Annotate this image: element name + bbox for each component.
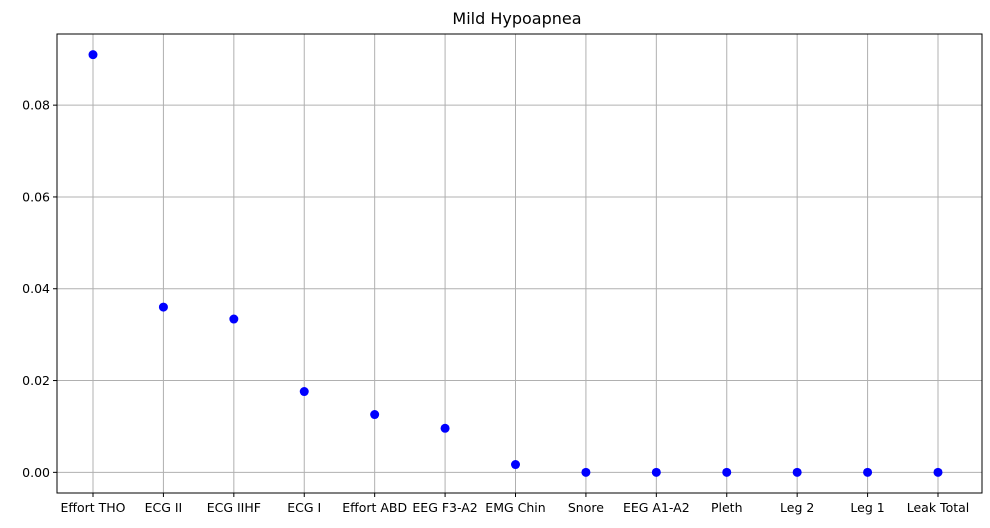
data-point [158,302,168,312]
grid [57,34,982,493]
data-point [229,314,239,324]
x-tick-label: ECG II [145,500,183,515]
data-point [722,467,732,477]
x-tick-label: EEG F3-A2 [412,500,477,515]
x-tick-label: ECG IIHF [207,500,261,515]
data-point [933,467,943,477]
data-points [88,50,943,477]
x-tick-label: EEG A1-A2 [623,500,690,515]
data-point [370,410,380,420]
x-tick-label: Pleth [711,500,743,515]
x-tick-label: Effort ABD [342,500,407,515]
data-point [581,467,591,477]
x-tick-label: ECG I [287,500,321,515]
data-point [440,423,450,433]
data-point [651,467,661,477]
data-point [88,50,98,60]
plot-frame [56,33,983,494]
y-tick-label: 0.08 [22,98,50,113]
x-tick-label: EMG Chin [485,500,545,515]
x-tick-label: Effort THO [60,500,125,515]
y-tick-label: 0.04 [22,281,50,296]
x-tick-label: Leg 2 [780,500,814,515]
y-tick-label: 0.00 [22,465,50,480]
chart-title: Mild Hypoapnea [452,9,581,28]
data-point [299,387,309,397]
data-point [863,467,873,477]
data-point [792,467,802,477]
data-point [511,460,520,470]
x-tick-label: Leg 1 [850,500,884,515]
x-tick-label: Leak Total [907,500,970,515]
axes: Effort THO ECG II ECG IIHF ECG I Effort ABD E… [22,33,983,515]
y-tick-label: 0.06 [22,189,50,204]
y-tick-label: 0.02 [22,373,50,388]
x-tick-label: Snore [568,500,604,515]
